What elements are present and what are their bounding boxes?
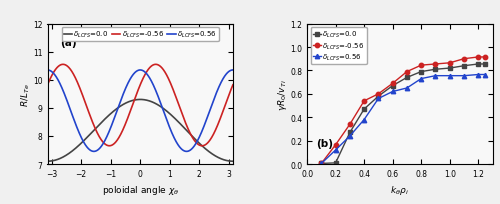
$\delta_{LCFS}$=0.0 — [130, 100, 136, 102]
$\delta_{LCFS}$=0.56 — [332, 149, 338, 151]
$\delta_{LCFS}$=0.56 — [230, 69, 236, 72]
$\delta_{LCFS}$=-0.56 — [461, 58, 467, 61]
$\delta_{LCFS}$=0.56 — [390, 91, 396, 93]
Line: $\delta_{LCFS}$=0.0: $\delta_{LCFS}$=0.0 — [319, 62, 488, 166]
$\delta_{LCFS}$=0.56 — [418, 78, 424, 80]
$\delta_{LCFS}$=0.56 — [475, 74, 481, 76]
$\delta_{LCFS}$=-0.56 — [106, 145, 112, 147]
$\delta_{LCFS}$=0.56 — [190, 146, 196, 148]
$\delta_{LCFS}$=-0.56 — [347, 123, 353, 126]
Y-axis label: $R/L_{Te}$: $R/L_{Te}$ — [19, 82, 32, 106]
$\delta_{LCFS}$=0.56 — [130, 74, 136, 77]
Line: $\delta_{LCFS}$=0.56: $\delta_{LCFS}$=0.56 — [319, 73, 488, 166]
$\delta_{LCFS}$=-0.56 — [376, 93, 382, 95]
$\delta_{LCFS}$=-0.56 — [390, 83, 396, 85]
$\delta_{LCFS}$=-0.56 — [418, 65, 424, 67]
Legend: $\delta_{LCFS}$=0.0, $\delta_{LCFS}$=-0.56, $\delta_{LCFS}$=0.56: $\delta_{LCFS}$=0.0, $\delta_{LCFS}$=-0.… — [310, 28, 366, 65]
$\delta_{LCFS}$=-0.56 — [54, 67, 60, 70]
Line: $\delta_{LCFS}$=0.0: $\delta_{LCFS}$=0.0 — [48, 100, 233, 161]
$\delta_{LCFS}$=-0.56 — [230, 84, 236, 86]
$\delta_{LCFS}$=-0.56 — [44, 84, 51, 86]
$\delta_{LCFS}$=0.0 — [318, 162, 324, 165]
$\delta_{LCFS}$=0.0 — [376, 95, 382, 98]
$\delta_{LCFS}$=0.0 — [224, 160, 230, 162]
$\delta_{LCFS}$=0.0 — [390, 85, 396, 88]
$\delta_{LCFS}$=-0.56 — [475, 57, 481, 59]
Text: (a): (a) — [60, 38, 77, 48]
Text: (b): (b) — [316, 138, 334, 148]
$\delta_{LCFS}$=-0.56 — [318, 162, 324, 165]
$\delta_{LCFS}$=0.0 — [230, 160, 236, 163]
$\delta_{LCFS}$=-0.56 — [60, 64, 66, 66]
$\delta_{LCFS}$=0.56 — [44, 69, 51, 72]
Line: $\delta_{LCFS}$=-0.56: $\delta_{LCFS}$=-0.56 — [319, 55, 488, 166]
$\delta_{LCFS}$=-0.56 — [482, 57, 488, 59]
$\delta_{LCFS}$=0.0 — [137, 99, 143, 101]
$\delta_{LCFS}$=0.56 — [446, 75, 452, 78]
$\delta_{LCFS}$=0.56 — [91, 150, 97, 153]
$\delta_{LCFS}$=0.0 — [347, 132, 353, 134]
$\delta_{LCFS}$=0.0 — [475, 63, 481, 66]
$\delta_{LCFS}$=0.56 — [347, 135, 353, 137]
$\delta_{LCFS}$=0.0 — [44, 160, 51, 163]
$\delta_{LCFS}$=0.56 — [482, 74, 488, 76]
$\delta_{LCFS}$=-0.56 — [446, 62, 452, 65]
$\delta_{LCFS}$=0.56 — [461, 75, 467, 78]
$\delta_{LCFS}$=0.0 — [446, 68, 452, 70]
$\delta_{LCFS}$=0.56 — [224, 72, 230, 74]
$\delta_{LCFS}$=0.0 — [190, 137, 196, 139]
Y-axis label: $\gamma R_0/v_{Ti}$: $\gamma R_0/v_{Ti}$ — [276, 79, 288, 110]
$\delta_{LCFS}$=0.0 — [418, 71, 424, 73]
Legend: $\delta_{LCFS}$=0.0, $\delta_{LCFS}$=-0.56, $\delta_{LCFS}$=0.56: $\delta_{LCFS}$=0.0, $\delta_{LCFS}$=-0.… — [62, 28, 218, 42]
$\delta_{LCFS}$=-0.56 — [332, 144, 338, 146]
$\delta_{LCFS}$=0.56 — [404, 87, 410, 90]
$\delta_{LCFS}$=0.0 — [461, 65, 467, 68]
$\delta_{LCFS}$=-0.56 — [224, 98, 230, 100]
X-axis label: $k_{\theta}\rho_i$: $k_{\theta}\rho_i$ — [390, 184, 409, 196]
$\delta_{LCFS}$=-0.56 — [135, 90, 141, 92]
$\delta_{LCFS}$=0.56 — [361, 119, 367, 121]
$\delta_{LCFS}$=0.56 — [135, 70, 141, 72]
Line: $\delta_{LCFS}$=0.56: $\delta_{LCFS}$=0.56 — [48, 71, 233, 152]
$\delta_{LCFS}$=-0.56 — [224, 98, 230, 100]
$\delta_{LCFS}$=0.0 — [404, 77, 410, 79]
$\delta_{LCFS}$=0.0 — [54, 159, 60, 161]
$\delta_{LCFS}$=0.56 — [432, 75, 438, 78]
$\delta_{LCFS}$=0.56 — [224, 72, 230, 74]
$\delta_{LCFS}$=0.0 — [224, 160, 230, 162]
$\delta_{LCFS}$=0.56 — [376, 98, 382, 100]
Line: $\delta_{LCFS}$=-0.56: $\delta_{LCFS}$=-0.56 — [48, 65, 233, 146]
$\delta_{LCFS}$=0.0 — [134, 99, 140, 101]
$\delta_{LCFS}$=-0.56 — [361, 100, 367, 103]
$\delta_{LCFS}$=0.56 — [318, 162, 324, 165]
$\delta_{LCFS}$=-0.56 — [432, 63, 438, 66]
$\delta_{LCFS}$=-0.56 — [190, 139, 196, 141]
$\delta_{LCFS}$=0.0 — [361, 108, 367, 111]
$\delta_{LCFS}$=-0.56 — [130, 103, 136, 106]
$\delta_{LCFS}$=-0.56 — [404, 71, 410, 73]
X-axis label: poloidal angle $\chi_{\theta}$: poloidal angle $\chi_{\theta}$ — [102, 184, 179, 196]
$\delta_{LCFS}$=0.0 — [482, 63, 488, 66]
$\delta_{LCFS}$=0.56 — [54, 78, 60, 80]
$\delta_{LCFS}$=0.0 — [432, 69, 438, 71]
$\delta_{LCFS}$=0.0 — [332, 162, 338, 164]
